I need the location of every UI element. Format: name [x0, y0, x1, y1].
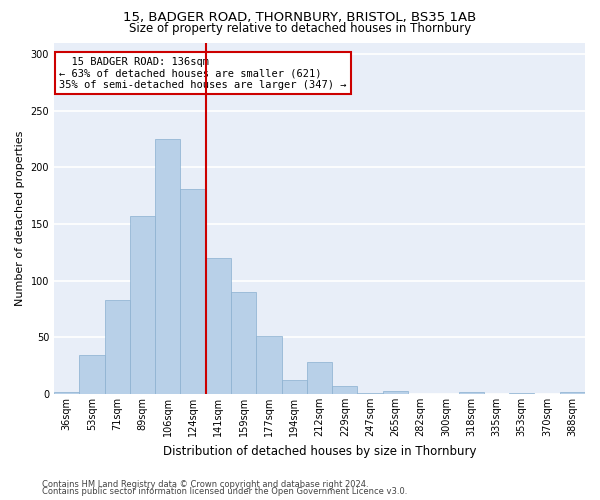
Text: Size of property relative to detached houses in Thornbury: Size of property relative to detached ho…: [129, 22, 471, 35]
Bar: [79, 356, 104, 394]
Bar: [256, 336, 281, 394]
Bar: [560, 392, 585, 394]
Bar: [281, 380, 307, 394]
Y-axis label: Number of detached properties: Number of detached properties: [15, 130, 25, 306]
X-axis label: Distribution of detached houses by size in Thornbury: Distribution of detached houses by size …: [163, 444, 476, 458]
Bar: [104, 300, 130, 394]
Bar: [130, 216, 155, 394]
Bar: [206, 258, 231, 394]
Bar: [181, 189, 206, 394]
Bar: [332, 386, 358, 394]
Bar: [155, 139, 181, 394]
Text: 15, BADGER ROAD, THORNBURY, BRISTOL, BS35 1AB: 15, BADGER ROAD, THORNBURY, BRISTOL, BS3…: [124, 11, 476, 24]
Text: Contains public sector information licensed under the Open Government Licence v3: Contains public sector information licen…: [42, 487, 407, 496]
Bar: [358, 393, 383, 394]
Text: 15 BADGER ROAD: 136sqm  
← 63% of detached houses are smaller (621)
35% of semi-: 15 BADGER ROAD: 136sqm ← 63% of detached…: [59, 56, 347, 90]
Bar: [231, 292, 256, 394]
Bar: [509, 393, 535, 394]
Bar: [383, 390, 408, 394]
Bar: [458, 392, 484, 394]
Bar: [307, 362, 332, 394]
Text: Contains HM Land Registry data © Crown copyright and database right 2024.: Contains HM Land Registry data © Crown c…: [42, 480, 368, 489]
Bar: [54, 392, 79, 394]
